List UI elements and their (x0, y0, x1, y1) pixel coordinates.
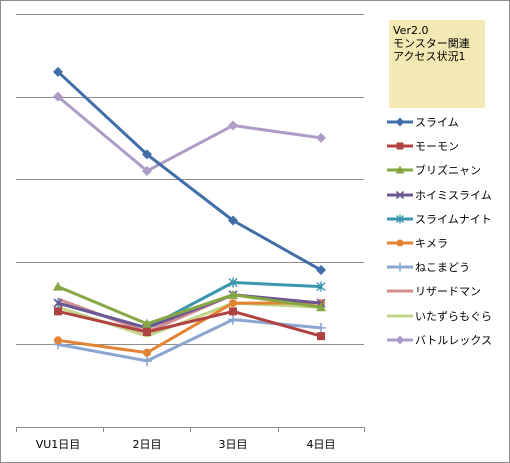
legend-swatch (387, 239, 413, 247)
data-point (317, 332, 325, 341)
legend-item: ブリズニャン (383, 160, 508, 184)
legend-swatch (387, 335, 413, 345)
data-point (316, 281, 326, 292)
legend-label: キメラ (415, 236, 448, 250)
data-point (229, 307, 237, 316)
data-point (396, 239, 404, 247)
legend-item: スライムナイト (383, 209, 508, 233)
series-line (57, 309, 322, 338)
data-point (53, 298, 63, 308)
legend-swatch (387, 314, 413, 317)
data-point (229, 299, 237, 308)
data-point (142, 318, 152, 328)
legend-label: バトルレックス (415, 333, 492, 347)
data-point (228, 120, 238, 131)
series-line (56, 70, 322, 272)
legend-label: スライム (415, 116, 459, 129)
legend-label: スライムナイト (415, 212, 492, 226)
legend-swatch (387, 262, 413, 272)
data-point (396, 214, 404, 224)
data-point (228, 289, 238, 299)
legend-label: リザードマン (415, 285, 481, 299)
series-スライム (53, 66, 326, 276)
legend-label: ねこまどう (415, 261, 470, 275)
legend-swatch (387, 117, 413, 127)
data-point (53, 66, 63, 77)
data-point (395, 190, 405, 199)
data-point (143, 328, 151, 337)
title-line-2: モンスター関連 (393, 37, 470, 50)
title-line-1: Ver2.0 (393, 24, 429, 37)
x-tick-label: 4日目 (307, 438, 336, 451)
series-line (57, 285, 322, 326)
legend-item: ホイミスライム (383, 185, 508, 209)
legend-label: ホイミスライム (415, 188, 492, 202)
legend-item: リザードマン (383, 281, 508, 305)
legend-item: スライム (383, 112, 508, 136)
series-モーモン (54, 307, 325, 341)
x-tick-label: VU1日目 (36, 438, 81, 451)
data-point (395, 262, 405, 272)
data-point (395, 335, 405, 345)
data-point (228, 314, 238, 325)
series-バトルレックス (53, 91, 326, 176)
legend-item: モーモン (383, 136, 508, 160)
data-point (143, 348, 151, 357)
legend-label: ブリズニャン (415, 164, 481, 178)
data-point (316, 322, 326, 333)
series-ブリズニャン (53, 281, 326, 328)
series-キメラ (54, 299, 325, 357)
series-line (57, 95, 322, 173)
data-point (396, 142, 404, 150)
data-point (316, 302, 326, 312)
series-line (57, 301, 321, 355)
legend: スライムモーモンブリズニャン ホイミスライム スライムナイト キメラねこまどうリザード… (383, 112, 508, 354)
data-point (54, 307, 62, 316)
data-point (53, 281, 63, 291)
legend-swatch (387, 165, 413, 174)
chart-title-box: Ver2.0 モンスター関連 アクセス状況1 (389, 20, 485, 108)
legend-item: いたずらもぐら (383, 306, 508, 330)
legend-item: ねこまどう (383, 257, 508, 281)
data-point (54, 336, 62, 345)
data-point (142, 165, 152, 176)
series-ホイミスライム (53, 290, 326, 333)
x-tick-label: 3日目 (219, 438, 248, 451)
data-point (316, 132, 326, 143)
legend-item: キメラ (383, 233, 508, 257)
legend-swatch (387, 142, 413, 150)
legend-swatch (387, 214, 413, 224)
series-line (57, 293, 322, 330)
title-line-3: アクセス状況1 (393, 50, 466, 63)
data-point (228, 215, 238, 226)
data-point (53, 91, 63, 102)
legend-swatch (387, 190, 413, 199)
legend-item: バトルレックス (383, 330, 508, 354)
data-point (316, 265, 326, 276)
data-point (228, 277, 238, 288)
legend-swatch (387, 289, 413, 293)
data-point (395, 165, 405, 174)
x-tick-label: 2日目 (133, 438, 162, 451)
data-point (142, 355, 152, 366)
legend-label: モーモン (415, 140, 459, 154)
data-point (395, 117, 405, 127)
data-point (142, 149, 152, 160)
legend-label: いたずらもぐら (415, 309, 492, 323)
